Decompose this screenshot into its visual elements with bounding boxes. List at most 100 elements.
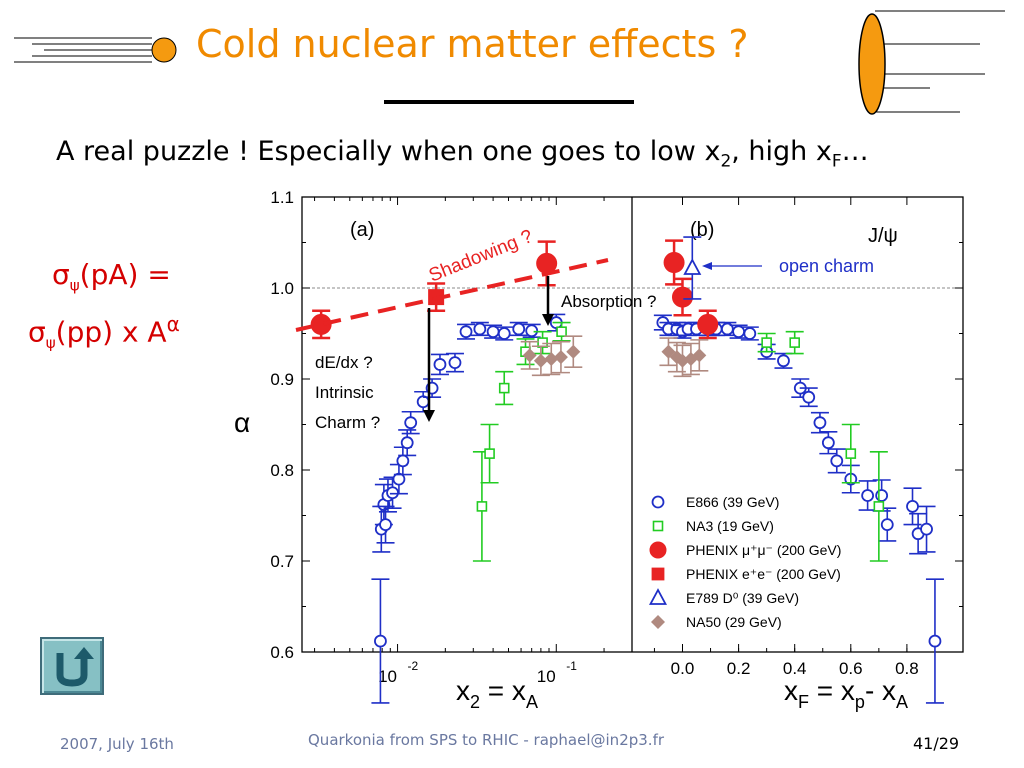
x-tick-label: 0.8 (895, 659, 919, 678)
x-tick-label: 10 (378, 667, 397, 686)
data-point (512, 322, 526, 336)
legend-label: PHENIX μ⁺μ⁻ (200 GeV) (686, 542, 841, 558)
data-point (683, 258, 702, 275)
legend-label: E789 D⁰ (39 GeV) (686, 590, 799, 606)
jpsi-label: J/ψ (868, 225, 898, 247)
data-point (497, 327, 511, 340)
page-number: 41/29 (913, 734, 960, 753)
data-point (813, 416, 827, 430)
legend-label: NA50 (29 GeV) (686, 614, 782, 630)
x-tick-label: 10 (537, 667, 556, 686)
x-axis-label-a-part: A (526, 692, 538, 712)
data-point (875, 489, 889, 502)
data-point (920, 522, 933, 536)
legend-marker (651, 495, 665, 509)
intrinsic-label: Intrinsic (315, 383, 374, 402)
y-tick-label: 0.8 (270, 461, 294, 480)
x-axis-label-b-part: = x (809, 675, 855, 706)
disk-decoration (858, 10, 1005, 115)
data-point (533, 353, 548, 368)
x-axis-label-b-part: p (855, 692, 865, 712)
data-point (928, 634, 942, 648)
comet-decoration (14, 37, 177, 63)
data-point (802, 390, 816, 404)
data-point (386, 486, 399, 500)
absorption-arrowhead (542, 314, 554, 326)
x-axis-label-a-part: x (456, 675, 470, 706)
data-point (448, 356, 462, 370)
legend-marker (651, 567, 665, 581)
x-axis-label-b-part: F (798, 692, 809, 712)
data-point (433, 358, 447, 371)
slide-subtitle: A real puzzle ! Especially when one goes… (56, 136, 869, 172)
panel-label-a: (a) (350, 219, 374, 241)
data-point (379, 518, 392, 531)
data-point (396, 454, 410, 468)
y-tick-label: 1.0 (270, 279, 294, 298)
shadowing-trend-line (295, 258, 609, 332)
title-underline (384, 100, 634, 104)
open-charm-arrowhead (702, 262, 712, 270)
data-point (556, 326, 567, 337)
data-point (789, 337, 800, 348)
legend-label: E866 (39 GeV) (686, 494, 779, 510)
x-tick-label: 0.2 (727, 659, 751, 678)
x-axis-label-b-part: - x (865, 675, 896, 706)
charm-label: Charm ? (315, 413, 380, 432)
legend-marker (651, 615, 665, 629)
absorption-label: Absorption ? (561, 292, 656, 311)
legend-label: NA3 (19 GeV) (686, 518, 774, 534)
data-point (553, 350, 568, 365)
data-point (880, 518, 894, 531)
data-point (400, 436, 414, 450)
data-point (498, 382, 510, 394)
y-tick-label: 1.1 (270, 188, 294, 207)
data-point (392, 472, 406, 486)
data-point (473, 322, 487, 336)
data-point (830, 454, 844, 468)
x-tick-label: 0.4 (783, 659, 807, 678)
legend-marker (648, 588, 668, 605)
x-axis-label-a-part: = x (480, 675, 526, 706)
footer-date: 2007, July 16th (60, 735, 174, 753)
data-point (484, 448, 495, 459)
y-axis-label: α (234, 407, 250, 438)
data-point (374, 634, 387, 648)
open-charm-label: open charm (779, 256, 874, 276)
x-axis-label-b-part: x (784, 675, 798, 706)
shadowing-label: Shadowing ? (426, 226, 536, 287)
x-tick-exponent: -2 (408, 659, 419, 673)
legend-marker (649, 541, 667, 559)
formula-line-2: σψ(pp) x Aα (28, 312, 180, 352)
data-point (537, 337, 548, 348)
footer-center-text: Quarkonia from SPS to RHIC - raphael@in2… (308, 731, 665, 749)
dedx-label: dE/dx ? (315, 353, 373, 372)
legend-label: PHENIX e⁺e⁻ (200 GeV) (686, 566, 841, 582)
data-point (692, 348, 707, 363)
y-tick-label: 0.6 (270, 643, 294, 662)
back-button[interactable] (40, 637, 104, 695)
slide-title: Cold nuclear matter effects ? (196, 22, 749, 66)
data-point (525, 324, 539, 338)
data-point (404, 416, 418, 430)
data-point (845, 448, 857, 459)
x-axis-label-b-part: A (896, 692, 908, 712)
panel-label-b: (b) (690, 219, 714, 241)
data-point (671, 286, 693, 308)
formula-line-1: σψ(pA) = (52, 258, 171, 295)
data-point (663, 252, 685, 274)
data-point (873, 501, 885, 512)
legend-marker (652, 520, 664, 532)
x-axis-label-b: xF = xp- xA (784, 675, 908, 712)
data-point (544, 351, 559, 366)
dedx-arrowhead (423, 410, 435, 422)
data-point (743, 327, 757, 340)
y-tick-label: 0.9 (270, 370, 294, 389)
x-axis-label-a-part: 2 (470, 692, 480, 712)
data-point (761, 337, 772, 348)
x-axis-label-a: x2 = xA (456, 675, 538, 712)
data-point (459, 325, 473, 339)
x-tick-exponent: -1 (566, 659, 577, 673)
x-tick-label: 0.6 (839, 659, 863, 678)
